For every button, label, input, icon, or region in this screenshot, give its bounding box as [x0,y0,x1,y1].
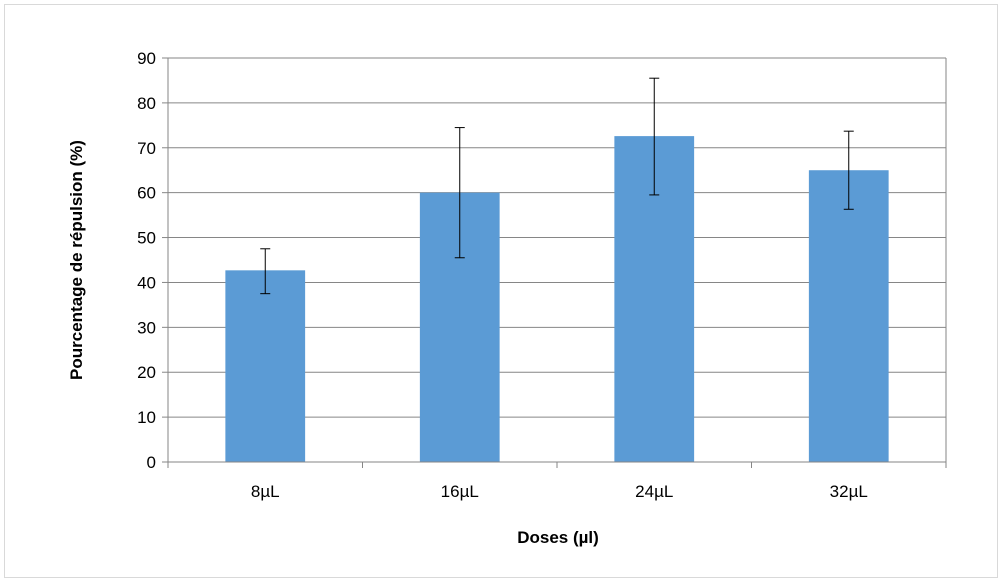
y-tick-label: 0 [147,453,156,472]
y-tick-label: 60 [137,184,156,203]
bar [225,270,306,462]
bars [225,136,889,462]
y-axis-title: Pourcentage de répulsion (%) [67,140,86,380]
x-tick-label: 24µL [635,482,673,501]
y-tick-label: 30 [137,318,156,337]
x-tick-labels: 8µL 16µL 24µL 32µL [251,482,868,501]
x-tick-label: 8µL [251,482,280,501]
y-tick-label: 50 [137,229,156,248]
y-tick-label: 90 [137,49,156,68]
x-tick-label: 32µL [830,482,868,501]
x-axis-title: Doses (µl) [517,528,599,547]
y-tick-label: 80 [137,94,156,113]
error-bars [260,77,854,295]
y-tick-labels: 0 10 20 30 40 50 60 70 80 90 [137,49,156,472]
bar [808,170,889,462]
axes [162,57,947,468]
y-tick-label: 40 [137,273,156,292]
y-tick-label: 10 [137,408,156,427]
y-tick-label: 70 [137,139,156,158]
x-tick-label: 16µL [441,482,479,501]
y-tick-label: 20 [137,363,156,382]
